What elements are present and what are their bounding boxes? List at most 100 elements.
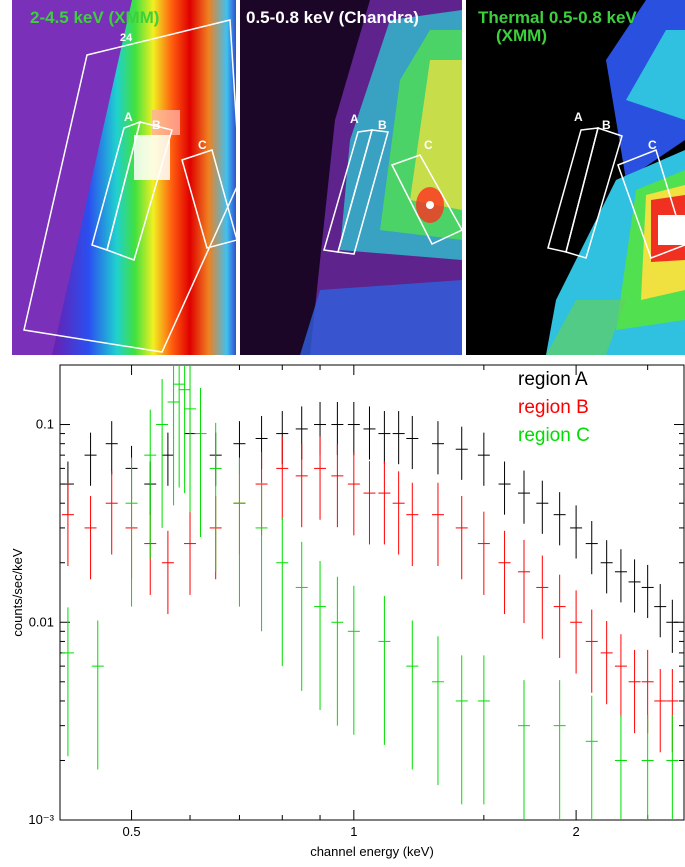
data-point bbox=[295, 541, 308, 691]
data-point bbox=[536, 555, 549, 639]
data-point bbox=[144, 409, 157, 559]
data-point bbox=[105, 471, 118, 555]
data-point bbox=[628, 649, 641, 734]
xmm-hard-map bbox=[12, 0, 236, 355]
data-point bbox=[553, 574, 566, 658]
panel-title: 2-4.5 keV (XMM) bbox=[30, 8, 160, 27]
data-point bbox=[585, 695, 598, 820]
region-label-b: B bbox=[378, 118, 387, 132]
data-point bbox=[666, 714, 679, 820]
data-point bbox=[585, 521, 598, 575]
data-point bbox=[666, 599, 679, 653]
x-axis-ticks: 0.5 1 2 bbox=[123, 365, 649, 839]
data-point bbox=[84, 496, 97, 580]
data-point bbox=[477, 655, 490, 805]
y-tick-label: 0.1 bbox=[36, 417, 54, 432]
image-panel-chandra: 0.5-0.8 keV (Chandra) A B C bbox=[240, 0, 462, 355]
data-point bbox=[331, 576, 344, 726]
data-point bbox=[431, 421, 444, 475]
data-point bbox=[347, 452, 360, 536]
data-point bbox=[628, 559, 641, 613]
region-label-c: C bbox=[648, 138, 657, 152]
data-point bbox=[161, 432, 174, 486]
x-tick-label: 2 bbox=[572, 824, 579, 839]
chandra-map bbox=[240, 0, 462, 355]
data-point bbox=[641, 564, 654, 619]
panel-title: 0.5-0.8 keV (Chandra) bbox=[246, 8, 419, 27]
y-axis-label: counts/sec/keV bbox=[10, 548, 25, 636]
region-label-c: C bbox=[198, 138, 207, 152]
data-point bbox=[570, 505, 583, 559]
x-axis-label: channel energy (keV) bbox=[310, 844, 434, 859]
region-label-b: B bbox=[602, 118, 611, 132]
legend-entry: region B bbox=[518, 397, 589, 418]
data-point bbox=[378, 461, 391, 545]
data-point bbox=[406, 620, 419, 770]
data-point bbox=[455, 655, 468, 805]
legend-entry: region C bbox=[518, 425, 590, 446]
data-point bbox=[255, 482, 268, 632]
data-point bbox=[455, 426, 468, 480]
data-point bbox=[178, 365, 191, 494]
image-panel-xmm-thermal: Thermal 0.5-0.8 keV (XMM) A B C bbox=[466, 0, 685, 355]
data-point bbox=[276, 517, 289, 667]
data-point bbox=[614, 714, 627, 820]
data-point bbox=[553, 492, 566, 546]
plot-frame bbox=[59, 364, 685, 821]
region-label-a: A bbox=[574, 110, 583, 124]
data-point bbox=[614, 549, 627, 603]
data-point bbox=[91, 620, 104, 770]
data-point bbox=[233, 457, 246, 607]
data-point bbox=[498, 530, 511, 615]
data-point bbox=[455, 496, 468, 580]
region-label-c: C bbox=[424, 138, 433, 152]
region-label-a: A bbox=[124, 110, 133, 124]
data-point bbox=[392, 411, 405, 465]
series-layer bbox=[61, 365, 679, 820]
data-point bbox=[378, 595, 391, 745]
data-point bbox=[295, 443, 308, 528]
data-point bbox=[477, 511, 490, 595]
data-point bbox=[161, 530, 174, 615]
data-point bbox=[517, 470, 530, 524]
data-point bbox=[347, 401, 360, 456]
data-point bbox=[363, 406, 376, 460]
data-point bbox=[194, 388, 207, 537]
series-region-a bbox=[61, 401, 679, 653]
data-point bbox=[156, 378, 169, 528]
data-point bbox=[167, 365, 180, 506]
data-point bbox=[498, 461, 511, 515]
panel-number-label: 24 bbox=[120, 32, 133, 44]
data-point bbox=[406, 482, 419, 567]
panel-title: Thermal 0.5-0.8 keV bbox=[478, 8, 637, 27]
data-point bbox=[553, 680, 566, 820]
x-tick-label: 0.5 bbox=[123, 824, 141, 839]
image-panel-xmm-hard: 2-4.5 keV (XMM) 24 A B C bbox=[12, 0, 236, 355]
y-tick-label: 0.01 bbox=[29, 614, 54, 629]
data-point bbox=[184, 511, 197, 595]
data-point bbox=[105, 421, 118, 475]
data-point bbox=[431, 636, 444, 786]
data-point bbox=[654, 584, 667, 638]
data-point bbox=[125, 457, 138, 607]
data-point bbox=[392, 471, 405, 555]
data-point bbox=[61, 482, 74, 567]
y-axis-ticks: 0.1 0.01 10⁻³ bbox=[28, 364, 684, 827]
data-point bbox=[517, 680, 530, 820]
panel-title-line2: (XMM) bbox=[496, 26, 547, 45]
data-point bbox=[654, 669, 667, 753]
data-point bbox=[173, 365, 186, 488]
data-point bbox=[536, 480, 549, 534]
data-point bbox=[363, 461, 376, 545]
region-label-a: A bbox=[350, 112, 359, 126]
legend-entry: region A bbox=[518, 369, 588, 390]
data-point bbox=[184, 365, 197, 513]
data-point bbox=[84, 432, 97, 486]
series-region-c bbox=[61, 365, 679, 820]
data-point bbox=[585, 609, 598, 693]
data-point bbox=[61, 607, 74, 757]
data-point bbox=[314, 436, 327, 520]
x-tick-label: 1 bbox=[350, 824, 357, 839]
data-point bbox=[600, 540, 613, 594]
